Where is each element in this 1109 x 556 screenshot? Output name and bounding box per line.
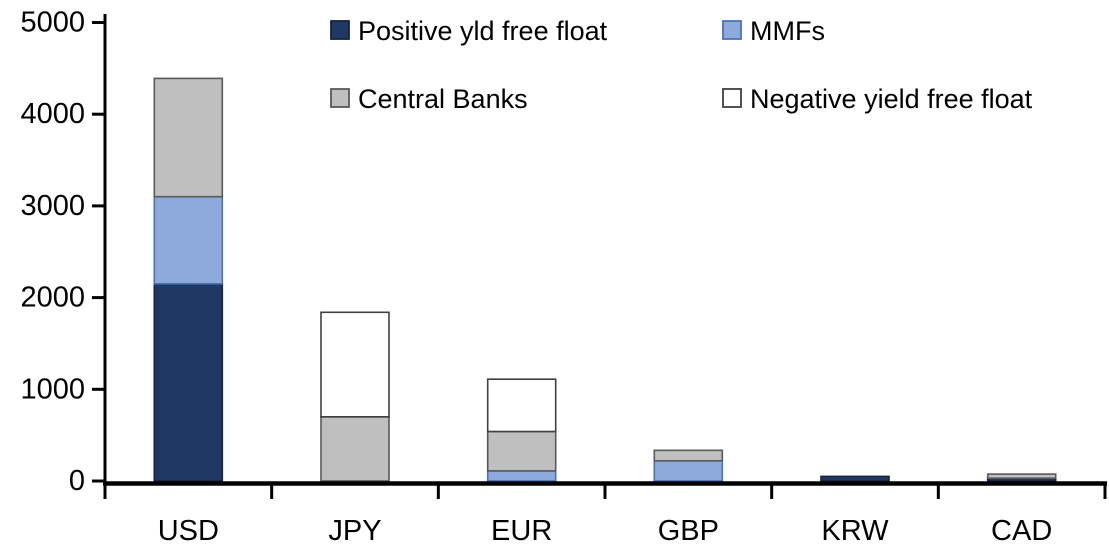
y-tick-label-3000: 3000 <box>20 190 85 222</box>
legend-swatch-negative-yield-free-float <box>722 88 742 108</box>
bar-segment-cad-central-banks <box>986 473 1057 480</box>
bar-segment-eur-central-banks <box>486 430 557 472</box>
bar-segment-usd-positive-yld-free-float <box>153 282 224 482</box>
bar-segment-usd-mmfs <box>153 195 224 285</box>
bar-segment-gbp-central-banks <box>653 449 724 462</box>
legend-label-negative-yield-free-float: Negative yield free float <box>750 84 1033 114</box>
bar-segment-eur-mmfs <box>486 470 557 482</box>
y-tick-label-1000: 1000 <box>20 373 85 405</box>
legend-swatch-central-banks <box>330 88 350 108</box>
x-category-label-usd: USD <box>158 515 219 547</box>
y-tick-label-4000: 4000 <box>20 98 85 130</box>
bar-segment-eur-negative-yield-free-float <box>486 378 557 433</box>
y-tick-label-5000: 5000 <box>20 7 85 39</box>
x-category-label-eur: EUR <box>491 515 552 547</box>
bar-segment-jpy-negative-yield-free-float <box>320 311 390 418</box>
legend-swatch-positive-yld-free-float <box>330 20 350 40</box>
bar-segment-krw-positive-yld-free-float <box>820 475 890 482</box>
x-category-label-krw: KRW <box>821 515 889 547</box>
y-tick-label-2000: 2000 <box>20 282 85 314</box>
legend-swatch-mmfs <box>722 20 742 40</box>
bar-segment-usd-central-banks <box>153 77 224 198</box>
x-category-label-gbp: GBP <box>658 515 719 547</box>
x-category-label-cad: CAD <box>991 515 1052 547</box>
bar-segment-jpy-central-banks <box>320 415 390 482</box>
bar-segment-gbp-mmfs <box>653 459 724 482</box>
x-category-label-jpy: JPY <box>328 515 381 547</box>
legend-label-positive-yld-free-float: Positive yld free float <box>358 16 608 46</box>
legend-label-mmfs: MMFs <box>750 16 825 46</box>
y-tick-label-0: 0 <box>69 465 85 497</box>
legend-label-central-banks: Central Banks <box>358 84 528 114</box>
